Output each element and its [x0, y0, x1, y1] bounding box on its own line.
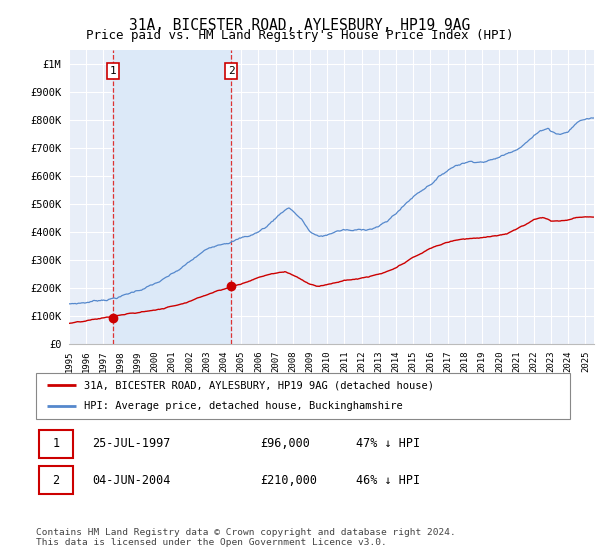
Text: 04-JUN-2004: 04-JUN-2004 — [92, 474, 170, 487]
Text: 1: 1 — [52, 437, 59, 450]
Text: £96,000: £96,000 — [260, 437, 310, 450]
Bar — [113, 50, 231, 344]
FancyBboxPatch shape — [38, 466, 73, 494]
Text: 25-JUL-1997: 25-JUL-1997 — [92, 437, 170, 450]
Text: 46% ↓ HPI: 46% ↓ HPI — [356, 474, 421, 487]
Text: 1: 1 — [109, 66, 116, 76]
Text: 31A, BICESTER ROAD, AYLESBURY, HP19 9AG (detached house): 31A, BICESTER ROAD, AYLESBURY, HP19 9AG … — [84, 380, 434, 390]
Text: 47% ↓ HPI: 47% ↓ HPI — [356, 437, 421, 450]
Text: HPI: Average price, detached house, Buckinghamshire: HPI: Average price, detached house, Buck… — [84, 402, 403, 412]
Text: 31A, BICESTER ROAD, AYLESBURY, HP19 9AG: 31A, BICESTER ROAD, AYLESBURY, HP19 9AG — [130, 18, 470, 33]
FancyBboxPatch shape — [38, 430, 73, 458]
Text: £210,000: £210,000 — [260, 474, 317, 487]
Text: Price paid vs. HM Land Registry's House Price Index (HPI): Price paid vs. HM Land Registry's House … — [86, 29, 514, 42]
Text: Contains HM Land Registry data © Crown copyright and database right 2024.
This d: Contains HM Land Registry data © Crown c… — [36, 528, 456, 547]
Text: 2: 2 — [228, 66, 235, 76]
Text: 2: 2 — [52, 474, 59, 487]
FancyBboxPatch shape — [36, 373, 570, 419]
